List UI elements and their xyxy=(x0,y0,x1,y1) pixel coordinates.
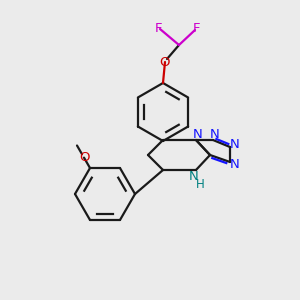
Text: F: F xyxy=(154,22,162,34)
Text: N: N xyxy=(189,169,199,182)
Text: N: N xyxy=(210,128,220,142)
Text: N: N xyxy=(230,158,240,170)
Text: H: H xyxy=(196,178,204,190)
Text: F: F xyxy=(193,22,201,34)
Text: O: O xyxy=(79,151,89,164)
Text: O: O xyxy=(160,56,170,68)
Text: N: N xyxy=(193,128,203,142)
Text: N: N xyxy=(230,139,240,152)
